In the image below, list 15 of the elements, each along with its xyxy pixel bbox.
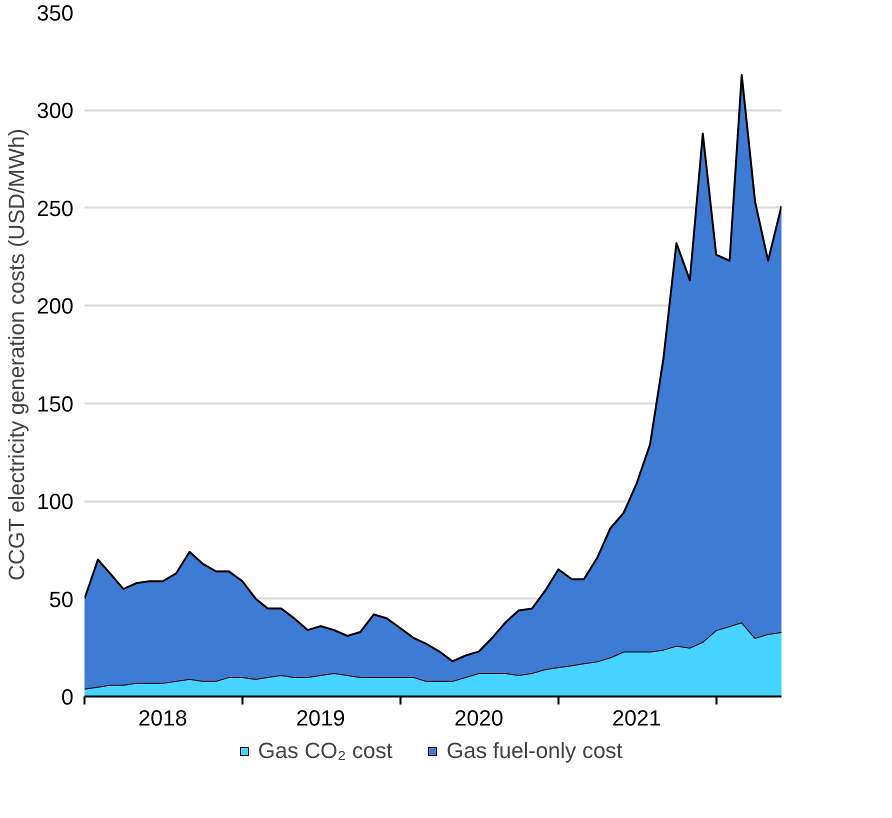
y-tick-label: 100 <box>36 489 74 514</box>
y-tick-label: 150 <box>36 391 74 416</box>
y-tick-label: 250 <box>36 196 74 221</box>
y-tick-label: 300 <box>36 98 74 124</box>
legend-label: Gas fuel-only cost <box>446 738 623 764</box>
y-tick-label: 50 <box>49 586 74 612</box>
y-tick-label: 350 <box>36 0 74 26</box>
y-tick-label: 200 <box>36 294 74 319</box>
x-tick-label: 2020 <box>454 706 504 730</box>
x-tick-label: 2018 <box>138 706 188 730</box>
x-tick-label: 2019 <box>296 706 346 730</box>
legend-label: Gas CO₂ cost <box>258 738 392 764</box>
x-tick-label: 2021 <box>612 706 662 730</box>
y-axis-title: CCGT electricity generation costs (USD/MWh) <box>4 128 29 581</box>
y-tick-label: 0 <box>61 684 74 710</box>
